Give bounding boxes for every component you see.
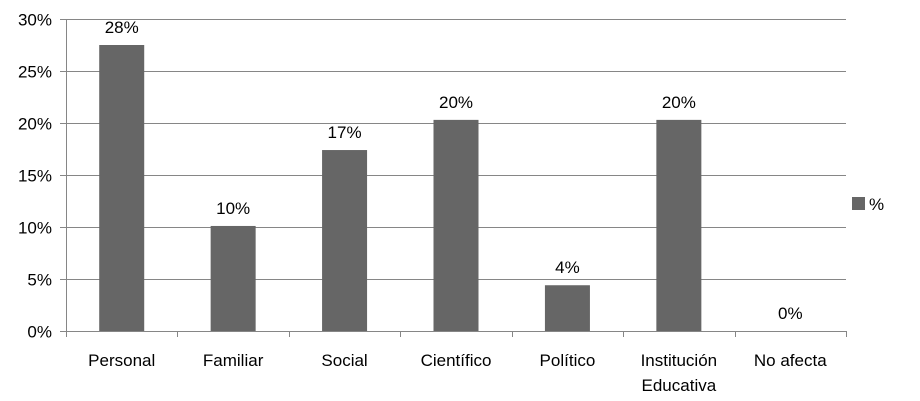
bar-pol-tico [544, 285, 590, 331]
x-category-label: Científico [421, 351, 492, 370]
legend: % [852, 195, 884, 214]
y-tick-label: 0% [27, 323, 52, 342]
bar-social [322, 150, 368, 331]
x-category-label: Institución Educativa [641, 351, 718, 395]
data-labels: 28% 10% 17% 20% 4% 20% 0% [105, 18, 803, 323]
bar-cient-fico [433, 119, 479, 331]
legend-label: % [869, 195, 884, 214]
bar-instituci-n-educativa [656, 119, 702, 331]
x-category-label: No afecta [754, 351, 827, 370]
x-category-label: Personal [88, 351, 155, 370]
x-category-label: Familiar [203, 351, 264, 370]
y-tick-label: 20% [18, 115, 52, 134]
y-tick-label: 10% [18, 219, 52, 238]
data-label: 4% [555, 258, 580, 277]
y-tick-label: 15% [18, 167, 52, 186]
y-tick-label: 5% [27, 271, 52, 290]
y-tick-label: 30% [18, 11, 52, 30]
bar-familiar [210, 225, 256, 331]
x-category-label: Social [321, 351, 367, 370]
data-label: 10% [216, 199, 250, 218]
x-category-label: Político [540, 351, 596, 370]
legend-swatch [852, 197, 865, 210]
y-tick-labels: 0% 5% 10% 15% 20% 25% 30% [18, 11, 52, 342]
y-tick-label: 25% [18, 63, 52, 82]
data-label: 20% [439, 93, 473, 112]
bars [99, 45, 702, 331]
data-label: 0% [778, 304, 803, 323]
bar-personal [99, 45, 145, 331]
data-label: 28% [105, 18, 139, 37]
data-label: 20% [662, 93, 696, 112]
data-label: 17% [328, 123, 362, 142]
axes [60, 19, 847, 337]
x-category-labels: Personal Familiar Social Científico Político… [88, 351, 827, 395]
